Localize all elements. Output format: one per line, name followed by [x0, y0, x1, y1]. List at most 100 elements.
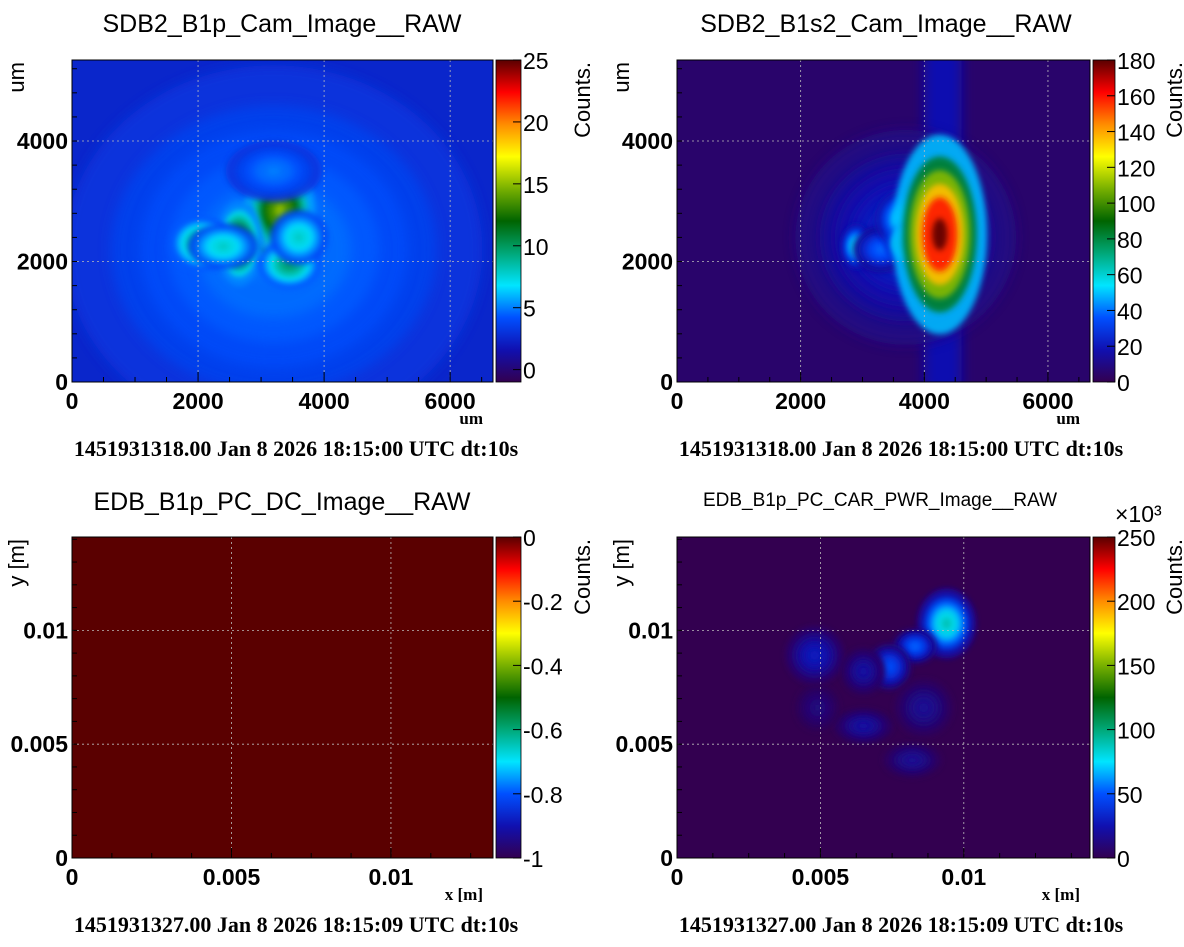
y-tick-label: 2000 — [622, 249, 673, 275]
x-axis-label: x [m] — [445, 885, 483, 904]
y-tick-label: 0.01 — [628, 617, 673, 643]
timestamp-footer: 1451931327.00 Jan 8 2026 18:15:09 UTC dt… — [679, 912, 1124, 937]
heatmap-peak — [809, 650, 820, 661]
x-axis-label: x [m] — [1042, 885, 1080, 904]
heatmap-peak — [858, 723, 869, 729]
y-tick-label: 4000 — [622, 128, 673, 154]
heatmap-peak — [876, 245, 886, 254]
z-exponent-label: ×10³ — [1115, 501, 1162, 527]
color-scale-bar — [495, 536, 522, 859]
x-tick-label: 6000 — [425, 388, 476, 414]
y-axis-label: um — [609, 62, 634, 93]
z-tick-label: -0.2 — [523, 589, 563, 615]
panel-title: SDB2_B1s2_Cam_Image__RAW — [700, 10, 1072, 38]
z-tick-label: 10 — [523, 234, 549, 260]
z-tick-label: 50 — [1117, 782, 1143, 808]
z-tick-label: -0.4 — [523, 653, 563, 679]
x-tick-label: 2000 — [775, 388, 826, 414]
y-tick-label: 0.005 — [615, 731, 673, 757]
z-tick-label: 250 — [1117, 525, 1155, 551]
heatmap-plot-area — [677, 537, 1090, 858]
heatmap-peak — [911, 643, 919, 650]
z-tick-label: 180 — [1117, 48, 1155, 74]
plot-frame — [71, 536, 494, 859]
z-tick-label: 5 — [523, 296, 536, 322]
z-tick-label: 80 — [1117, 227, 1143, 253]
z-axis-label: Counts. — [570, 62, 595, 138]
x-tick-label: 0 — [66, 388, 79, 414]
z-tick-label: 160 — [1117, 84, 1155, 110]
z-tick-label: 0 — [1117, 370, 1130, 396]
x-axis-label: um — [1056, 409, 1080, 428]
x-tick-label: 6000 — [1022, 388, 1073, 414]
color-scale-bar — [495, 59, 522, 383]
heatmap-peak — [941, 617, 952, 630]
z-tick-label: 0 — [523, 358, 536, 384]
z-tick-label: 100 — [1117, 718, 1155, 744]
timestamp-footer: 1451931318.00 Jan 8 2026 18:15:00 UTC dt… — [679, 436, 1124, 461]
heatmap-peak — [918, 703, 929, 713]
plot-frame — [676, 59, 1091, 383]
z-tick-label: 25 — [523, 48, 549, 74]
heatmap-peak — [859, 667, 867, 676]
panel-title: EDB_B1p_PC_CAR_PWR_Image__RAW — [703, 490, 1057, 511]
timestamp-footer: 1451931327.00 Jan 8 2026 18:15:09 UTC dt… — [74, 912, 519, 937]
heatmap-peak — [932, 218, 948, 251]
y-tick-label: 0 — [55, 369, 68, 395]
z-axis-label: Counts. — [1162, 539, 1184, 615]
color-scale-bar — [1092, 536, 1116, 859]
heatmap-plot-area — [72, 537, 493, 858]
y-tick-label: 4000 — [17, 128, 68, 154]
y-axis-label: y [m] — [609, 539, 634, 587]
x-tick-label: 0 — [66, 864, 79, 890]
x-tick-label: 0.01 — [369, 864, 414, 890]
heatmap-peak — [885, 663, 893, 671]
z-tick-label: 20 — [523, 110, 549, 136]
heatmap-background — [72, 537, 493, 858]
panel-sdb2-b1p-cam[interactable]: SDB2_B1p_Cam_Image__RAW 1451931318.00 Ja… — [4, 10, 595, 461]
panel-edb-b1p-pc-car-pwr[interactable]: EDB_B1p_PC_CAR_PWR_Image__RAW 1451931327… — [609, 490, 1184, 937]
z-tick-label: 0 — [523, 525, 536, 551]
color-scale-bar — [1092, 59, 1116, 383]
z-tick-label: -0.8 — [523, 782, 563, 808]
heatmap-peak — [814, 704, 822, 712]
z-tick-label: 40 — [1117, 298, 1143, 324]
x-tick-label: 0.01 — [941, 864, 986, 890]
x-tick-label: 4000 — [299, 388, 350, 414]
x-tick-label: 4000 — [899, 388, 950, 414]
x-tick-label: 2000 — [172, 388, 223, 414]
y-tick-label: 2000 — [17, 249, 68, 275]
z-tick-label: -0.6 — [523, 718, 563, 744]
y-tick-label: 0.01 — [23, 617, 68, 643]
heatmap-peak — [294, 232, 304, 242]
plot-frame — [71, 59, 494, 383]
z-tick-label: 120 — [1117, 155, 1155, 181]
x-tick-label: 0 — [671, 388, 684, 414]
panel-edb-b1p-pc-dc[interactable]: EDB_B1p_PC_DC_Image__RAW 1451931327.00 J… — [4, 488, 595, 937]
y-axis-label: y [m] — [4, 539, 29, 587]
z-tick-label: 20 — [1117, 334, 1143, 360]
y-tick-label: 0 — [55, 845, 68, 871]
z-tick-label: 0 — [1117, 846, 1130, 872]
z-axis-label: Counts. — [570, 539, 595, 615]
z-tick-label: 150 — [1117, 653, 1155, 679]
x-tick-label: 0 — [671, 864, 684, 890]
y-tick-label: 0 — [660, 369, 673, 395]
panel-title: SDB2_B1p_Cam_Image__RAW — [103, 10, 462, 38]
plot-frame — [676, 536, 1091, 859]
z-tick-label: 15 — [523, 172, 549, 198]
x-axis-label: um — [459, 409, 483, 428]
heatmap-peak — [217, 242, 229, 251]
y-tick-label: 0 — [660, 845, 673, 871]
y-axis-label: um — [4, 62, 29, 93]
y-tick-label: 0.005 — [10, 731, 68, 757]
z-tick-label: 60 — [1117, 263, 1143, 289]
heatmap-background — [677, 537, 1090, 858]
x-tick-label: 0.005 — [792, 864, 850, 890]
heatmap-plot-area — [72, 60, 493, 382]
timestamp-footer: 1451931318.00 Jan 8 2026 18:15:00 UTC dt… — [74, 436, 519, 461]
panel-sdb2-b1s2-cam[interactable]: SDB2_B1s2_Cam_Image__RAW 1451931318.00 J… — [609, 10, 1184, 461]
z-axis-label: Counts. — [1162, 62, 1184, 138]
heatmap-peak — [265, 166, 282, 177]
